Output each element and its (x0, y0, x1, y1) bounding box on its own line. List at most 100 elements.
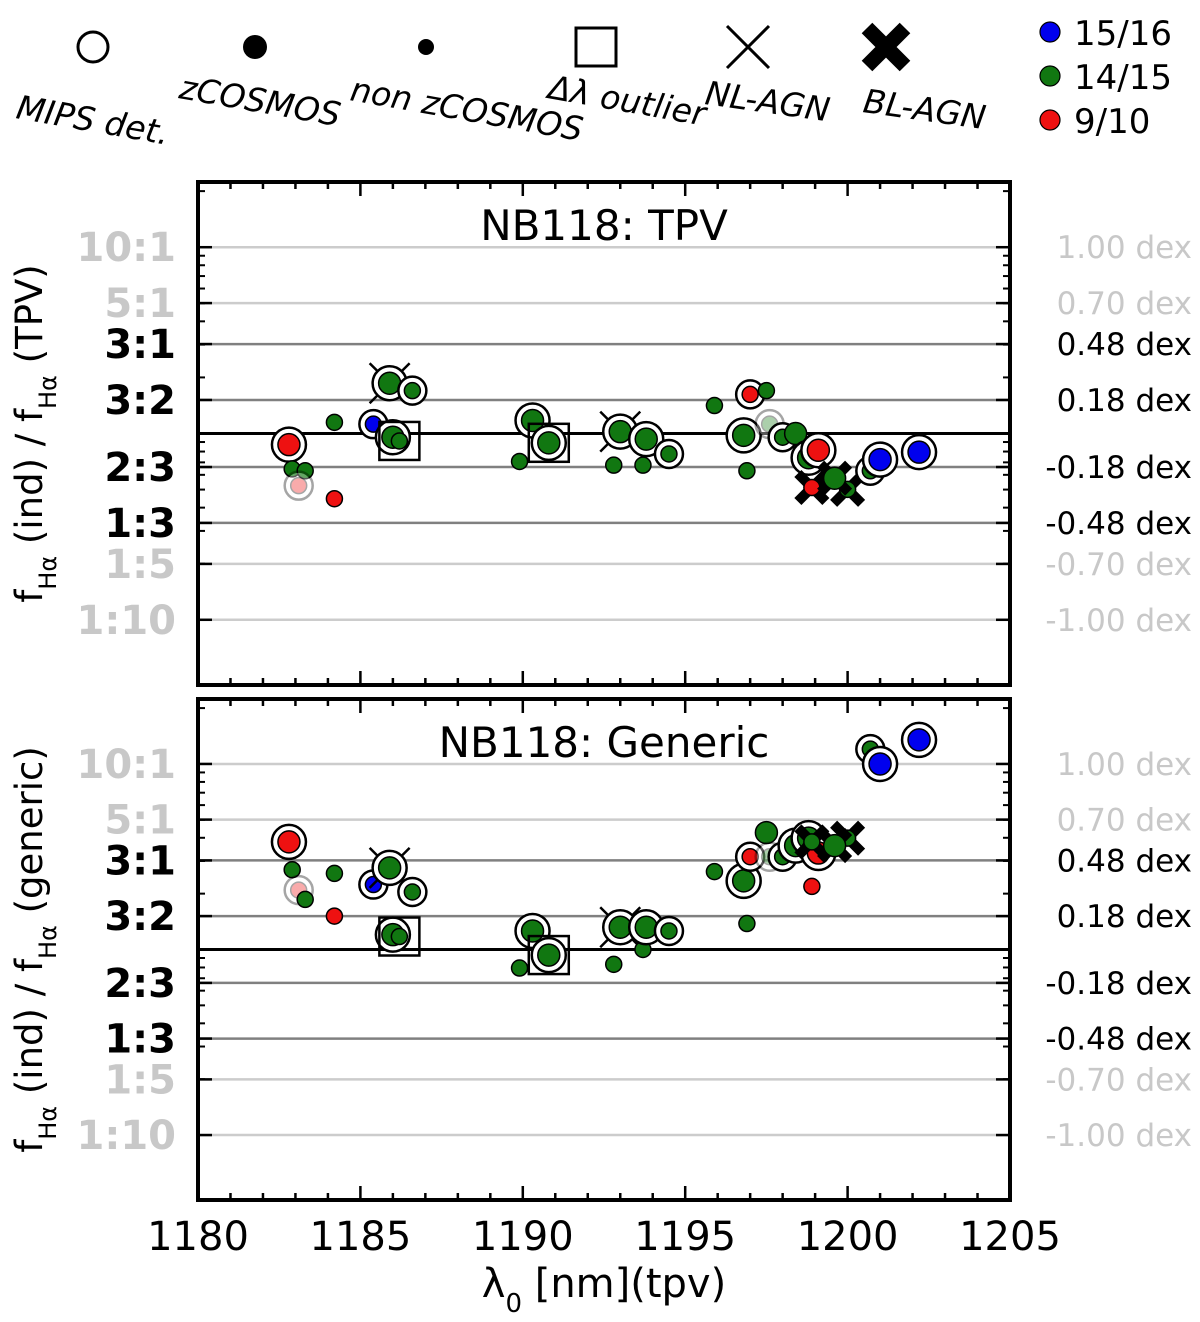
y-dex-label-5: -0.18 dex (1045, 966, 1192, 1002)
data-point-10 (390, 432, 409, 450)
data-point-15 (608, 915, 632, 939)
data-point-23 (754, 820, 779, 845)
data-point-2 (296, 462, 314, 480)
legend-zcosmos-dot-icon (243, 35, 267, 59)
data-point-3 (289, 476, 308, 495)
y-dex-label-3: 0.18 dex (1057, 899, 1192, 935)
data-point-11 (510, 959, 529, 977)
x-tick-label-5: 1205 (959, 1214, 1061, 1260)
y-ratio-label-1: 5:1 (104, 798, 176, 844)
legend-mips-circle-icon (76, 30, 110, 64)
data-point-7 (377, 856, 402, 880)
data-point-23 (757, 381, 776, 400)
data-point-13 (537, 431, 561, 455)
data-point-8 (403, 883, 422, 901)
outlier-square (527, 934, 571, 976)
data-point-22 (741, 847, 759, 866)
points-group (270, 362, 938, 508)
y-dex-label-8: -1.00 dex (1045, 1118, 1192, 1154)
y-ratio-label-3: 3:2 (104, 378, 176, 424)
y-label-part: (TPV) (8, 264, 51, 375)
data-point-12 (520, 919, 545, 943)
data-point-17 (634, 427, 658, 451)
data-point-33 (868, 447, 892, 472)
mips-ring (283, 470, 314, 501)
y-dex-label-2: 0.48 dex (1057, 327, 1192, 363)
x-axis-label: λ0 [nm](tpv) (482, 1261, 726, 1319)
panels: 10:1 1.00 dex 5:1 0.70 dex 3:1 0.48 dex 3:2 0.1… (8, 180, 1192, 1260)
data-point-19 (705, 396, 724, 415)
data-point-34 (868, 752, 892, 776)
y-dex-label-8: -1.00 dex (1045, 603, 1192, 639)
y-ratio-label-7: 1:5 (104, 1057, 176, 1103)
legend-label-1: zCOSMOS (176, 67, 344, 134)
data-point-18 (660, 445, 678, 463)
data-point-30 (803, 833, 821, 851)
data-point-31 (822, 466, 847, 490)
legend-bold-cross-icon (861, 22, 911, 72)
legend-color-dot-0 (1039, 21, 1061, 43)
data-point-14 (604, 456, 623, 474)
y-dex-label-7: -0.70 dex (1045, 1062, 1192, 1098)
data-point-20 (731, 869, 756, 893)
y-dex-label-0: 1.00 dex (1057, 230, 1192, 266)
y-label-part: f (8, 589, 51, 603)
panel-2: 10:1 1.00 dex 5:1 0.70 dex 3:1 0.48 dex 3:2 0.1… (8, 697, 1192, 1260)
y-ratio-label-2: 3:1 (104, 322, 176, 368)
panel-frame (196, 180, 1012, 687)
data-point-29 (803, 877, 821, 896)
y-label-part: f (8, 1139, 51, 1153)
y-label-part: Hα (34, 375, 62, 409)
data-point-5 (325, 907, 344, 925)
data-point-12 (520, 408, 545, 433)
legend-square-icon (574, 26, 618, 68)
data-point-22 (741, 385, 759, 404)
data-point-29 (803, 478, 821, 497)
y-dex-label-7: -0.70 dex (1045, 547, 1192, 583)
y-dex-label-5: -0.18 dex (1045, 450, 1192, 486)
x-tick-label-3: 1195 (634, 1214, 736, 1260)
y-ratio-label-7: 1:5 (104, 542, 176, 588)
legend-label-4: NL-AGN (703, 73, 832, 129)
data-point-11 (510, 452, 529, 471)
y-ratio-label-0: 10:1 (77, 742, 177, 788)
data-point-21 (738, 462, 756, 480)
data-point-8 (403, 381, 422, 400)
data-point-32 (822, 833, 847, 858)
legend-color-dot-1 (1039, 65, 1061, 87)
x-tick-label-1: 1185 (310, 1214, 412, 1260)
legend-color-dot-2 (1039, 109, 1061, 131)
y-ratio-label-6: 1:3 (104, 501, 176, 547)
y-ratio-label-0: 10:1 (77, 225, 177, 271)
data-point-3 (296, 890, 314, 909)
data-point-21 (738, 914, 756, 933)
panel-title: NB118: TPV (480, 201, 728, 250)
data-point-0 (277, 830, 301, 854)
y-dex-label-3: 0.18 dex (1057, 383, 1192, 419)
data-point-17 (634, 915, 658, 939)
panel-frame (196, 697, 1012, 1202)
data-point-19 (705, 862, 724, 881)
data-point-5 (325, 413, 344, 432)
y-ratio-label-1: 5:1 (104, 281, 176, 327)
legend-non-zcosmos-dot-icon (418, 39, 434, 55)
y-dex-label-6: -0.48 dex (1045, 506, 1192, 542)
outlier-square (527, 422, 571, 464)
outlier-square (378, 916, 421, 957)
x-axis-label-text: λ0 [nm](tpv) (482, 1261, 726, 1319)
y-ratio-label-8: 1:10 (77, 598, 177, 644)
data-point-34 (907, 440, 931, 464)
legend-color-label-1: 14/15 (1074, 58, 1172, 98)
data-point-4 (325, 489, 344, 508)
x-label-symbol: λ (482, 1261, 506, 1307)
y-ratio-label-5: 2:3 (104, 961, 176, 1007)
y-label-part: (ind) / f (8, 408, 51, 556)
y-dex-label-1: 0.70 dex (1057, 286, 1192, 322)
x-tick-label-4: 1200 (797, 1214, 899, 1260)
y-label-part: (ind) / f (8, 958, 51, 1106)
y-label-part: (generic) (8, 746, 51, 925)
data-point-18 (660, 922, 678, 940)
legend-thin-cross-icon (725, 24, 771, 70)
